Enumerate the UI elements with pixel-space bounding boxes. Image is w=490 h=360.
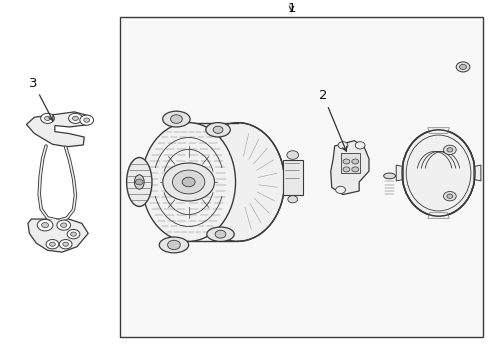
Circle shape xyxy=(63,242,69,246)
Bar xyxy=(341,153,360,173)
Ellipse shape xyxy=(163,163,215,201)
Circle shape xyxy=(67,229,80,239)
Ellipse shape xyxy=(163,111,190,127)
Circle shape xyxy=(352,159,359,164)
Ellipse shape xyxy=(172,170,205,194)
Circle shape xyxy=(447,148,453,152)
Circle shape xyxy=(57,220,71,230)
Circle shape xyxy=(355,142,365,149)
Ellipse shape xyxy=(134,175,144,189)
Circle shape xyxy=(213,126,223,134)
Circle shape xyxy=(443,145,456,154)
Circle shape xyxy=(49,242,55,246)
Circle shape xyxy=(447,194,453,198)
Circle shape xyxy=(37,219,53,231)
Polygon shape xyxy=(396,165,403,181)
Ellipse shape xyxy=(159,237,189,253)
Circle shape xyxy=(402,146,475,200)
Circle shape xyxy=(171,115,182,123)
Circle shape xyxy=(456,62,470,72)
Text: 3: 3 xyxy=(29,77,53,121)
Circle shape xyxy=(168,240,180,249)
Circle shape xyxy=(84,118,90,122)
Circle shape xyxy=(343,167,350,172)
Text: 2: 2 xyxy=(319,89,346,151)
Circle shape xyxy=(59,239,72,249)
Circle shape xyxy=(215,230,226,238)
Text: 1: 1 xyxy=(287,2,296,15)
Polygon shape xyxy=(26,112,90,147)
Circle shape xyxy=(42,222,49,228)
Polygon shape xyxy=(283,161,302,195)
Ellipse shape xyxy=(191,123,285,241)
Polygon shape xyxy=(428,213,449,218)
Circle shape xyxy=(71,232,76,236)
Polygon shape xyxy=(331,141,369,195)
Ellipse shape xyxy=(126,158,152,206)
Circle shape xyxy=(287,151,298,159)
Circle shape xyxy=(338,142,348,149)
Polygon shape xyxy=(428,128,449,133)
Circle shape xyxy=(69,113,82,123)
Circle shape xyxy=(343,159,350,164)
Circle shape xyxy=(443,192,456,201)
Ellipse shape xyxy=(207,227,234,242)
Ellipse shape xyxy=(206,123,230,137)
Circle shape xyxy=(41,113,54,123)
Circle shape xyxy=(336,186,345,194)
Ellipse shape xyxy=(402,130,475,216)
Circle shape xyxy=(288,196,297,203)
Circle shape xyxy=(45,116,50,121)
Circle shape xyxy=(73,116,78,121)
Circle shape xyxy=(80,115,94,125)
Polygon shape xyxy=(474,165,481,181)
Bar xyxy=(120,17,483,337)
Circle shape xyxy=(460,64,466,69)
Circle shape xyxy=(135,179,143,185)
Circle shape xyxy=(352,167,359,172)
Circle shape xyxy=(46,239,59,249)
Circle shape xyxy=(61,223,67,228)
Ellipse shape xyxy=(384,173,395,179)
Polygon shape xyxy=(28,219,88,252)
Ellipse shape xyxy=(142,123,236,241)
Circle shape xyxy=(182,177,195,187)
